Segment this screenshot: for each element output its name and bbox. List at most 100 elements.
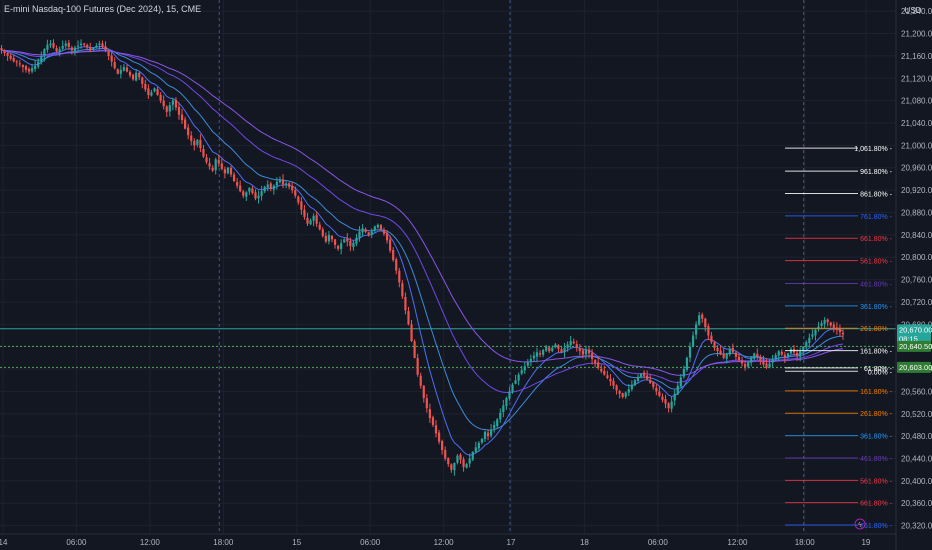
candle-body — [3, 51, 6, 54]
fib-levels: 1,061.80% - 961.80% - 861.80% - 761.80% - 66… — [785, 146, 893, 530]
candle-body — [303, 209, 306, 217]
candle-body — [92, 47, 95, 50]
candle-body — [15, 61, 18, 63]
x-tick-label: 19 — [861, 538, 870, 547]
candle-body — [560, 349, 563, 353]
candle-body — [502, 405, 505, 413]
candle-body — [248, 187, 251, 192]
candle-body — [58, 49, 61, 53]
candle-body — [630, 384, 633, 390]
fib-level-label: 161.80% - — [860, 349, 893, 356]
currency-label[interactable]: USD — [904, 6, 922, 15]
candle-body — [682, 369, 685, 377]
candle-body — [799, 351, 802, 357]
candle-body — [254, 192, 257, 199]
fib-level-label: 261.80% - — [860, 326, 893, 333]
candle-body — [743, 364, 747, 367]
candle-body — [389, 239, 392, 251]
candle-body — [226, 167, 230, 174]
candle-body — [263, 186, 266, 192]
candle-body — [762, 361, 765, 365]
candle-body — [413, 341, 416, 358]
candle-body — [18, 63, 21, 65]
candle-body — [627, 389, 630, 393]
candle-body — [64, 43, 67, 46]
horizontal-lines — [0, 328, 896, 368]
candle-body — [456, 455, 459, 463]
candle-body — [177, 106, 181, 115]
candle-body — [698, 315, 701, 325]
candle-body — [89, 47, 92, 51]
candle-body — [740, 361, 744, 364]
candle-body — [162, 100, 165, 107]
x-tick-label: 06:00 — [648, 538, 669, 547]
candle-body — [70, 47, 73, 51]
candle-body — [551, 347, 554, 352]
candle-body — [508, 391, 511, 399]
candle-body — [300, 201, 303, 210]
candle-body — [165, 106, 168, 112]
candle-body — [658, 391, 661, 396]
candle-body — [581, 350, 584, 355]
candle-body — [459, 454, 462, 460]
candle-body — [364, 229, 367, 233]
candle-body — [606, 375, 609, 378]
candle-body — [624, 392, 627, 397]
candle-body — [171, 100, 174, 105]
y-tick-label: 20,440.00 — [901, 455, 932, 464]
candle-body — [688, 346, 692, 358]
y-tick-label: 20,800.00 — [901, 253, 932, 262]
candle-body — [820, 323, 823, 326]
candle-body — [722, 353, 725, 358]
candle-body — [756, 353, 759, 357]
candle-body — [707, 326, 710, 336]
candle-body — [239, 185, 242, 192]
candle-body — [281, 179, 285, 185]
candle-body — [838, 329, 842, 333]
candle-body — [646, 375, 649, 380]
candle-body — [346, 238, 349, 242]
price-axis[interactable]: 21,240.00 21,200.00 21,160.00 21,120.00 21,0… — [895, 0, 932, 550]
candle-body — [21, 65, 25, 68]
candle-body — [382, 230, 386, 234]
candle-body — [477, 442, 480, 449]
candle-body — [545, 346, 548, 351]
fib-level-label: 761.80% - — [860, 523, 893, 530]
candle-body — [701, 314, 704, 319]
y-tick-label: 20,360.00 — [901, 499, 932, 508]
candle-body — [327, 234, 331, 242]
candle-body — [725, 353, 728, 359]
candle-body — [667, 403, 670, 409]
candle-body — [444, 449, 447, 459]
moving-average-line — [1, 49, 844, 376]
x-tick-label: 18 — [580, 538, 589, 547]
candle-body — [468, 458, 471, 464]
candle-body — [575, 344, 578, 348]
candle-body — [618, 391, 621, 394]
candle-body — [814, 329, 817, 336]
candle-body — [747, 362, 750, 367]
candle-body — [223, 169, 226, 174]
candle-body — [710, 335, 713, 343]
candle-body — [771, 358, 774, 363]
fib-level-label: 1,061.80% - — [854, 146, 892, 153]
candle-body — [291, 186, 294, 191]
session-breaks — [218, 0, 805, 534]
candle-body — [655, 387, 658, 392]
candle-body — [211, 167, 214, 171]
price-tag-countdown: 08:15 — [899, 334, 918, 343]
time-axis[interactable]: 14 06:00 12:00 18:00 15 06:00 12:00 17 18 06:00 12… — [0, 533, 896, 547]
candle-body — [704, 318, 707, 328]
candle-body — [150, 92, 153, 96]
candle-body — [208, 163, 211, 167]
candle-body — [138, 72, 141, 78]
candle-body — [373, 226, 376, 231]
candle-body — [823, 319, 826, 324]
candle-body — [245, 192, 248, 197]
candle-body — [753, 353, 756, 359]
candle-body — [453, 462, 456, 471]
y-tick-label: 20,720.00 — [901, 298, 932, 307]
candle-body — [514, 380, 517, 384]
